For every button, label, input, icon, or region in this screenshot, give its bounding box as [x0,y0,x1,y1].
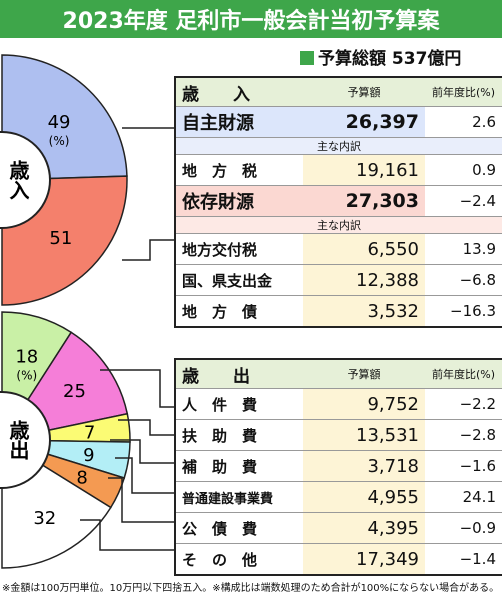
breakdown-label-row: 主な内訳 [176,137,502,155]
total-budget: 予算総額 537億円 [300,44,461,69]
row-amount: 17,349 [303,543,425,574]
row-ratio: −16.3 [450,302,496,320]
歳出-slice-5 [1,438,112,569]
revenue-header-name: 歳 入 [176,78,303,107]
row-ratio: −1.6 [425,450,502,482]
expenditure-center-label: 歳出 [6,419,30,461]
green-square-icon [300,51,314,65]
row-name: 依存財源 [176,185,303,217]
leader-line-kensetsu [115,457,174,494]
row-name: 普通建設事業費 [176,481,303,513]
leader-line-fujo [118,419,174,436]
total-budget-text: 予算総額 537億円 [318,49,462,69]
row-ratio: −6.8 [425,264,502,296]
leader-line-kosai [108,477,174,523]
row-name: 補 助 費 [176,450,303,482]
table-row: 普通建設事業費 4,955 24.1 [176,481,502,513]
歳出-slice-label-4: 8 [76,468,87,489]
歳出-slice-label-1: 25 [63,381,86,402]
row-amount: 4,955 [303,481,425,513]
row-amount: 9,752 [303,388,425,420]
歳出-slice-4 [1,439,126,509]
row-ratio: −1.4 [459,550,496,568]
歳入-slice-1 [1,175,128,306]
table-row: 公 債 費 4,395 −0.9 [176,512,502,544]
歳出-slice-label-0: 18 [15,347,38,368]
row-amount: 6,550 [303,233,425,265]
歳入-slice-label-0: 49 [48,112,71,133]
revenue-header-row: 歳 入 予算額 前年度比(%) [176,78,502,107]
table-row: 地 方 債 3,532 −16.3 [176,295,502,326]
row-name: 自主財源 [176,106,303,138]
revenue-table: 歳 入 予算額 前年度比(%) 自主財源 26,397 2.6 主な内訳 地 方… [174,76,502,328]
row-ratio: 24.1 [425,481,502,513]
row-ratio: 13.9 [425,233,502,265]
table-row: 扶 助 費 13,531 −2.8 [176,419,502,451]
leader-line-hojo [110,439,174,464]
row-ratio: 0.9 [425,154,502,186]
row-amount: 3,532 [303,295,425,326]
table-row: 地方交付税 6,550 13.9 [176,233,502,265]
expenditure-header-name: 歳 出 [176,360,303,389]
歳出-slice-1 [0,331,129,442]
row-amount: 27,303 [303,185,425,217]
歳出-slice-2 [1,412,131,443]
revenue-header-ratio: 前年度比(%) [425,78,502,107]
歳出-slice-label-3: 9 [83,445,94,466]
row-amount: 4,395 [303,512,425,544]
row-ratio: −0.9 [425,512,502,544]
expenditure-header-ratio: 前年度比(%) [425,360,502,389]
row-ratio: −2.8 [425,419,502,451]
footnote: ※金額は100万円単位。10万円以下四捨五入。※構成比は端数処理のため合計が10… [2,583,500,594]
row-ratio: −2.2 [425,388,502,420]
row-name: 人 件 費 [176,388,303,420]
row-amount: 12,388 [303,264,425,296]
table-row: 地 方 税 19,161 0.9 [176,154,502,186]
row-ratio: 2.6 [425,106,502,138]
table-row: 国、県支出金 12,388 −6.8 [176,264,502,296]
breakdown-label: 主な内訳 [176,216,502,234]
table-row: そ の 他 17,349 −1.4 [176,543,502,574]
歳入-unit-label: (%) [49,134,70,148]
leader-line-izon [122,239,174,261]
revenue-center-label: 歳入 [6,159,30,200]
歳入-slice-0 [1,54,128,181]
expenditure-header-row: 歳 出 予算額 前年度比(%) [176,360,502,389]
table-row: 依存財源 27,303 −2.4 [176,185,502,217]
leader-line-sonota [80,519,174,551]
歳出-slice-3 [1,439,131,479]
revenue-pie-hole [0,131,51,229]
table-row: 補 助 費 3,718 −1.6 [176,450,502,482]
歳出-slice-label-2: 7 [84,423,95,444]
row-name: 公 債 費 [176,512,303,544]
row-name: 国、県支出金 [176,264,303,296]
expenditure-table: 歳 出 予算額 前年度比(%) 人 件 費 9,752 −2.2 扶 助 費 1… [174,358,502,576]
expenditure-pie-hole [0,391,51,489]
breakdown-label: 主な内訳 [176,137,502,155]
page-title: 2023年度 足利市一般会計当初予算案 [0,0,502,38]
row-amount: 13,531 [303,419,425,451]
歳出-slice-0 [1,311,73,443]
row-name: 扶 助 費 [176,419,303,451]
row-amount: 26,397 [303,106,425,138]
table-row: 人 件 費 9,752 −2.2 [176,388,502,420]
row-name: 地方交付税 [176,233,303,265]
table-row: 自主財源 26,397 2.6 [176,106,502,138]
expenditure-header-amount: 予算額 [303,360,425,389]
歳出-slice-label-5: 32 [33,508,56,529]
leader-line-jinken [100,369,174,408]
row-name: そ の 他 [182,550,258,569]
row-ratio: −2.4 [425,185,502,217]
row-amount: 19,161 [303,154,425,186]
歳出-unit-label: (%) [16,369,37,383]
row-name: 地 方 税 [176,154,303,186]
breakdown-label-row: 主な内訳 [176,216,502,234]
歳入-slice-label-1: 51 [49,228,72,249]
row-amount: 3,718 [303,450,425,482]
revenue-header-amount: 予算額 [303,78,425,107]
row-name: 地 方 債 [182,302,258,321]
